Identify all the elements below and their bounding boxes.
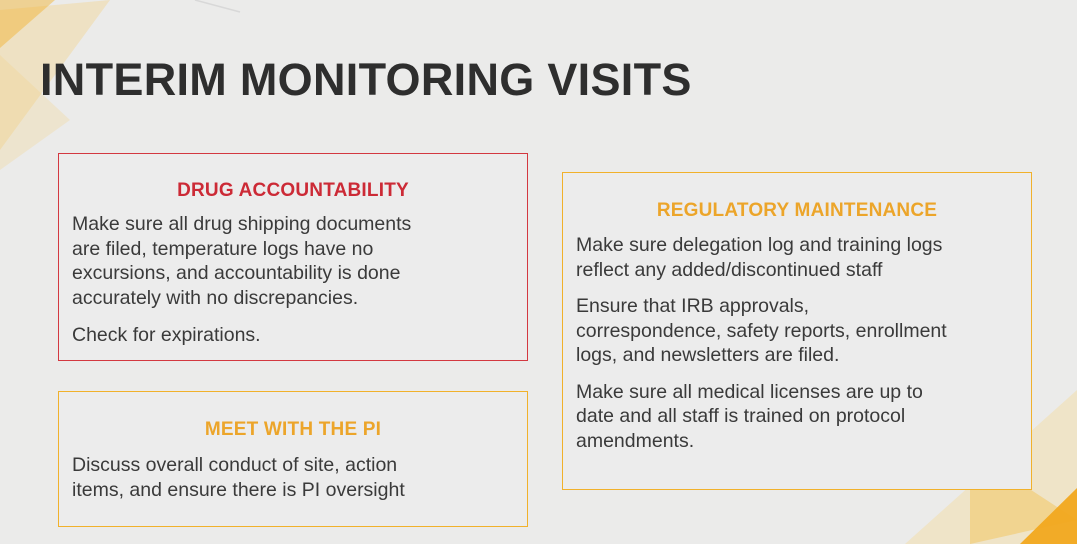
regulatory-maintenance-paragraph: Ensure that IRB approvals, correspondenc… (576, 294, 1023, 368)
meet-with-pi-paragraph: Discuss overall conduct of site, action … (72, 453, 519, 502)
text-line: are filed, temperature logs have no (72, 237, 374, 260)
text-line: Make sure delegation log and training lo… (576, 234, 943, 256)
top-left-triangle-pale (0, 55, 70, 170)
text-line: Check for expirations. (72, 324, 261, 346)
text-line: date and all staff is trained on protoco… (576, 405, 906, 427)
text-line: amendments. (576, 429, 695, 452)
text-line: reflect any added/discontinued staff (576, 258, 883, 281)
text-line: Make sure all drug shipping documents (72, 213, 412, 235)
text-line: items, and ensure there is PI oversight (72, 478, 405, 501)
regulatory-maintenance-paragraph: Make sure delegation log and training lo… (576, 233, 1023, 282)
drug-accountability-box: DRUG ACCOUNTABILITY Make sure all drug s… (58, 153, 528, 361)
meet-with-pi-heading: MEET WITH THE PI (204, 419, 382, 440)
top-outline-line (194, 0, 241, 13)
text-line: accurately with no discrepancies. (72, 286, 359, 309)
text-line: Make sure all medical licenses are up to (576, 380, 923, 403)
regulatory-maintenance-box: REGULATORY MAINTENANCE Make sure delegat… (562, 172, 1032, 490)
regulatory-maintenance-heading: REGULATORY MAINTENANCE (656, 200, 938, 221)
drug-accountability-paragraph: Check for expirations. (72, 323, 519, 348)
meet-with-pi-box: MEET WITH THE PI Discuss overall conduct… (58, 391, 528, 527)
text-line: Ensure that IRB approvals, (576, 295, 810, 317)
bottom-right-triangle-gold (1020, 488, 1077, 544)
text-line: Discuss overall conduct of site, action (72, 454, 398, 476)
text-line: excursions, and accountability is done (72, 262, 401, 284)
top-left-triangle-small (0, 0, 55, 48)
page-title: INTERIM MONITORING VISITS (40, 54, 692, 105)
regulatory-maintenance-paragraph: Make sure all medical licenses are up to… (576, 380, 1023, 454)
text-line: logs, and newsletters are filed. (576, 344, 840, 366)
top-left-triangle-large (0, 0, 110, 150)
drug-accountability-paragraph: Make sure all drug shipping documents ar… (72, 212, 519, 310)
drug-accountability-heading: DRUG ACCOUNTABILITY (177, 180, 409, 201)
text-line: correspondence, safety reports, enrollme… (576, 319, 947, 342)
